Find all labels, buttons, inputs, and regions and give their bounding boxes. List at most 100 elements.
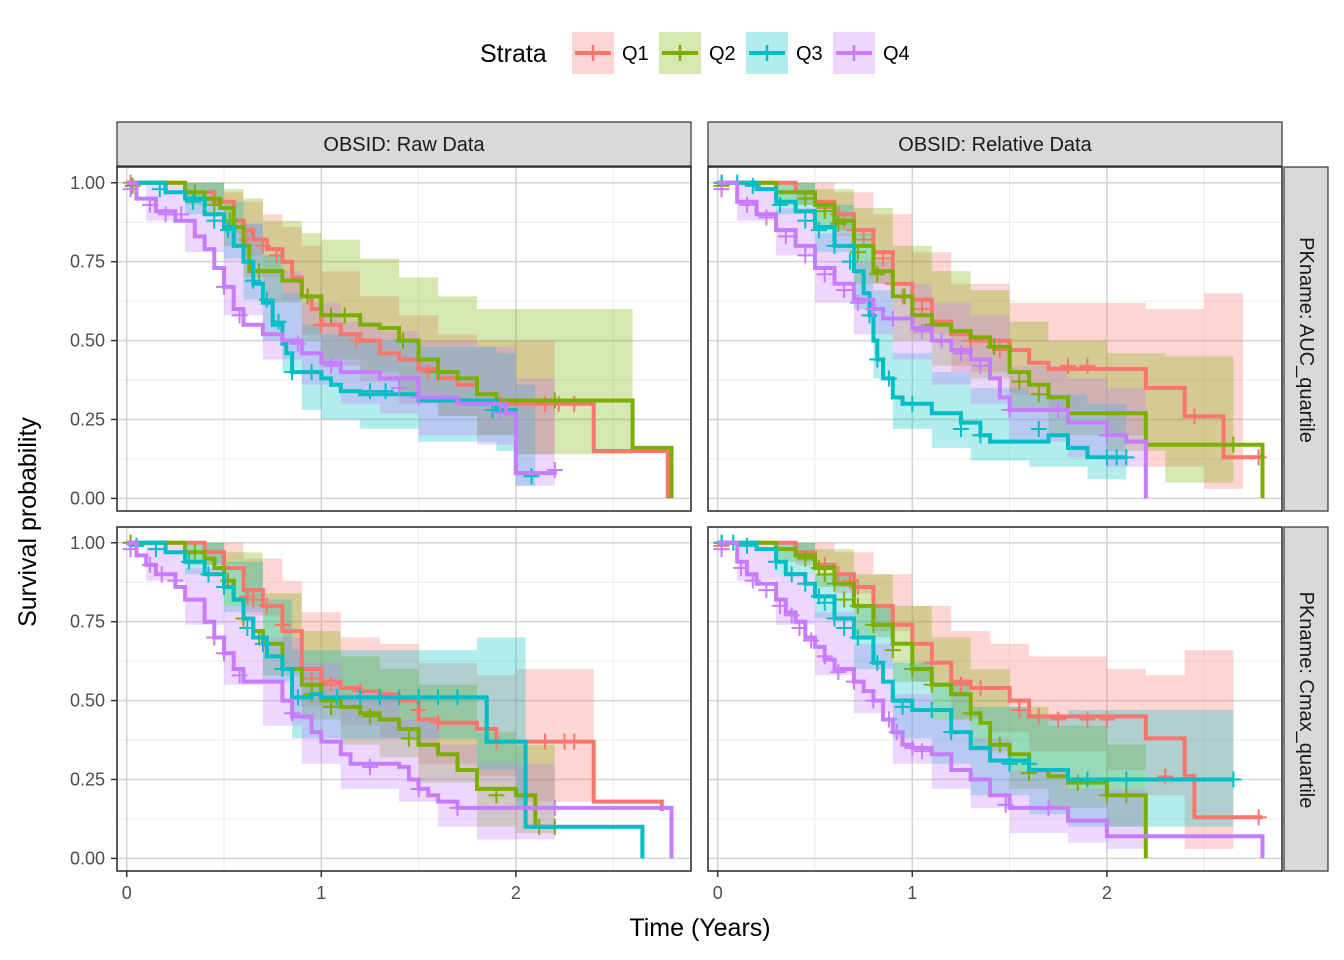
censor-mark — [923, 676, 940, 693]
censor-mark — [768, 553, 785, 570]
censor-mark — [184, 193, 201, 210]
censor-mark — [410, 389, 427, 406]
plot-area — [713, 174, 1267, 499]
band-q1 — [126, 182, 555, 455]
censor-mark — [336, 307, 353, 324]
col-strip-label-relative: OBSID: Relative Data — [898, 134, 1092, 156]
censor-mark — [284, 364, 301, 381]
censor-mark — [744, 177, 761, 194]
censor-mark — [904, 395, 921, 412]
censor-mark — [836, 619, 853, 636]
censor-mark — [896, 288, 913, 305]
censor-mark — [151, 181, 168, 198]
censor-mark — [865, 616, 882, 633]
col-strip-1 — [707, 121, 1283, 167]
censor-mark — [904, 661, 921, 678]
censor-mark — [1186, 408, 1203, 425]
band-q4 — [717, 542, 1146, 849]
row-strip-label-auc: PKname: AUC_quartile — [1295, 237, 1317, 443]
censor-mark — [147, 541, 164, 558]
legend-item-q1: Q1 — [572, 32, 649, 74]
censor-mark — [914, 323, 931, 340]
row-strip-label-cmax: PKname: Cmax_quartile — [1295, 592, 1317, 809]
censor-mark — [991, 736, 1008, 753]
censor-mark — [1059, 357, 1076, 374]
y-tick-label: 1.00 — [70, 173, 105, 193]
plot-area — [713, 534, 1267, 859]
censor-mark — [216, 578, 233, 595]
censor-mark — [1118, 787, 1135, 804]
censor-mark — [537, 395, 554, 412]
censor-mark — [1030, 420, 1047, 437]
km-curve-q3 — [126, 540, 645, 859]
y-tick-label: 1.00 — [70, 533, 105, 553]
censor-mark — [323, 698, 340, 715]
x-tick-label: 0 — [713, 883, 723, 903]
censor-mark — [1098, 711, 1115, 728]
censor-mark — [1225, 436, 1242, 453]
censor-mark — [888, 724, 905, 741]
censor-mark — [1050, 711, 1067, 728]
censor-mark — [377, 383, 394, 400]
band-q1 — [717, 542, 1234, 849]
censor-mark — [771, 196, 788, 213]
km-curve-q2 — [126, 180, 674, 499]
censor-mark — [258, 291, 275, 308]
censor-mark — [566, 733, 583, 750]
censor-mark — [869, 266, 886, 283]
x-tick-label: 1 — [316, 883, 326, 903]
censor-mark — [797, 575, 814, 592]
panel-border — [707, 166, 1283, 512]
censor-mark — [1011, 373, 1028, 390]
censor-mark — [361, 708, 378, 725]
legend: Strata Q1 Q2 Q3 Q4 — [480, 32, 910, 74]
censor-mark — [738, 537, 755, 554]
legend-item-q4: Q4 — [833, 32, 910, 74]
band-q3 — [717, 182, 1127, 480]
band-q2 — [717, 182, 1234, 483]
plot-area — [122, 534, 674, 859]
censor-mark — [1118, 449, 1135, 466]
km-curve-q4 — [126, 180, 557, 476]
censor-mark — [142, 556, 159, 573]
panel-r0-c1 — [707, 166, 1283, 512]
censor-mark — [1030, 708, 1047, 725]
censor-mark — [400, 730, 417, 747]
censor-mark — [1118, 771, 1135, 788]
censor-mark — [830, 215, 847, 232]
censor-mark — [733, 560, 750, 577]
censor-mark — [1098, 787, 1115, 804]
censor-mark — [836, 282, 853, 299]
censor-mark — [167, 572, 184, 589]
col-strip-0 — [116, 121, 692, 167]
row-strip-0 — [1283, 166, 1329, 512]
censor-mark — [546, 392, 563, 409]
censor-mark — [323, 307, 340, 324]
censor-mark — [803, 632, 820, 649]
censor-mark — [410, 780, 427, 797]
y-tick-label: 0.50 — [70, 331, 105, 351]
panel-r0-c0: 0.00 0.25 0.50 0.75 1.00 — [70, 166, 692, 512]
censor-mark — [410, 689, 427, 706]
censor-mark — [231, 667, 248, 684]
row-strip-1 — [1283, 526, 1329, 872]
censor-mark — [816, 203, 833, 220]
censor-mark — [849, 294, 866, 311]
censor-mark — [952, 345, 969, 362]
panel-border — [707, 526, 1283, 872]
censor-mark — [865, 692, 882, 709]
censor-mark — [430, 714, 447, 731]
panel-r1-c0: 0.00 0.25 0.50 0.75 1.00 0 1 2 — [70, 526, 692, 903]
censor-mark — [216, 278, 233, 295]
censor-mark — [849, 597, 866, 614]
censor-mark — [884, 642, 901, 659]
censor-mark — [826, 575, 843, 592]
censor-mark — [1001, 755, 1018, 772]
censor-mark — [142, 196, 159, 213]
censor-mark — [313, 316, 330, 333]
y-tick-label: 0.50 — [70, 691, 105, 711]
censor-mark — [1079, 357, 1096, 374]
censor-mark — [884, 310, 901, 327]
censor-mark — [122, 181, 139, 198]
